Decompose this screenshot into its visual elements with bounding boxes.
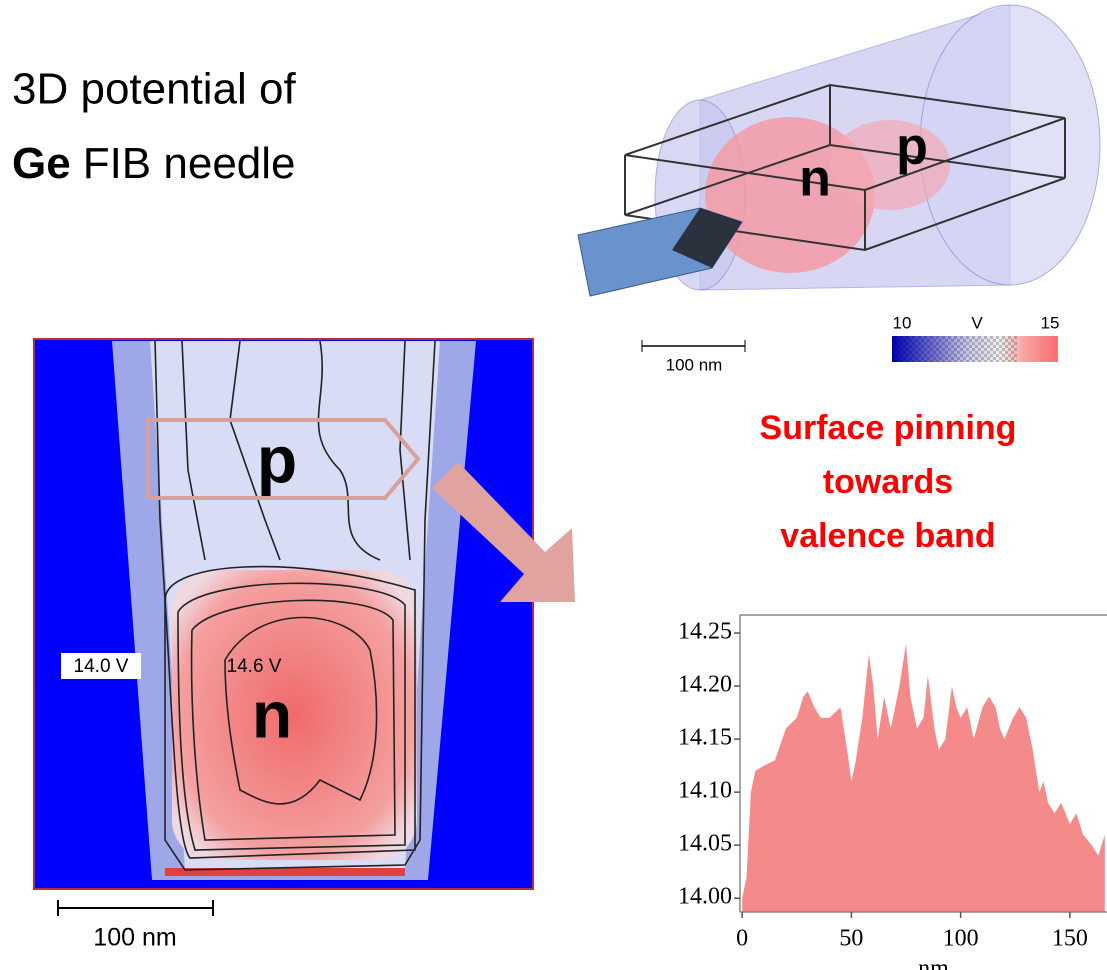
- y-tick-label: 14.05: [678, 831, 732, 857]
- x-axis-label: nm: [918, 956, 949, 970]
- view-arrow-shadow: [672, 208, 742, 268]
- potential-map: p n 14.0 V 14.6 V: [33, 338, 534, 890]
- x-tick-label: 50: [839, 926, 863, 952]
- pointer-arrow: [432, 462, 575, 602]
- needle-3d: n p: [577, 4, 1101, 297]
- x-tick-label: 0: [736, 926, 748, 952]
- n-area: [172, 570, 417, 860]
- colorbar-unit: V: [971, 313, 983, 332]
- x-tick-label: 100: [943, 926, 979, 952]
- box-wireframe: [624, 83, 1066, 252]
- contour-label-box: [61, 653, 141, 679]
- tip-edge: [165, 868, 405, 876]
- colorbar-min: 10: [893, 313, 912, 332]
- annotation-line: Surface pinning: [760, 409, 1017, 447]
- colorbar-max: 15: [1041, 313, 1060, 332]
- scale-bar-label: 100 nm: [666, 355, 723, 374]
- profile-chart: 14.00 14.05 14.10 14.15 14.20 14.25 0 50 100 150 n…: [678, 614, 1107, 970]
- colorbar-pattern: [892, 336, 1017, 362]
- annotation-line: towards: [823, 463, 953, 501]
- title-line: 3D potential of: [12, 65, 297, 114]
- contour-label: 14.0 V: [74, 656, 129, 677]
- contour-label: 14.6 V: [227, 656, 282, 677]
- region-box: [146, 418, 421, 500]
- y-tick-label: 14.15: [678, 725, 732, 751]
- y-tick-label: 14.00: [678, 884, 732, 910]
- needle-p-label: p: [896, 118, 928, 176]
- x-tick-label: 150: [1052, 926, 1088, 952]
- map-p-label: p: [257, 422, 297, 496]
- annotation: Surface pinning towards valence band: [760, 409, 1017, 555]
- title-line: Ge FIB needle: [12, 139, 296, 188]
- scale-bar-label: 100 nm: [93, 924, 176, 952]
- area: [742, 643, 1105, 912]
- needle-end: [919, 4, 1101, 286]
- title-bold: Ge: [12, 139, 71, 188]
- p-region: [830, 120, 950, 210]
- title-rest: FIB needle: [83, 139, 296, 188]
- annotation-line: valence band: [780, 517, 995, 555]
- y-tick-label: 14.20: [678, 672, 732, 698]
- contours: [154, 340, 436, 871]
- map-n-label: n: [252, 677, 292, 751]
- y-tick-label: 14.10: [678, 778, 732, 804]
- y-tick-label: 14.25: [678, 619, 732, 645]
- needle-n-label: n: [799, 150, 831, 208]
